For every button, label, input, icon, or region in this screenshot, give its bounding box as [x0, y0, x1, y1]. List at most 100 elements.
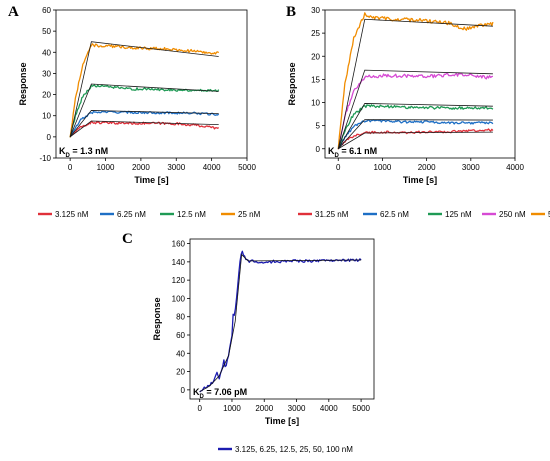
- y-axis-title: Response: [18, 62, 28, 105]
- y-tick-label: -10: [39, 154, 51, 163]
- y-tick-label: 50: [42, 27, 51, 36]
- x-tick-label: 3000: [462, 163, 480, 172]
- x-tick-label: 0: [197, 404, 202, 413]
- kd-main: K: [193, 387, 200, 397]
- kd-main: K: [59, 146, 66, 156]
- y-tick-label: 0: [316, 145, 321, 154]
- y-tick-label: 20: [42, 91, 51, 100]
- plot-area: [199, 250, 362, 393]
- series-line-4: [337, 72, 494, 150]
- legend-item: 25 nM: [221, 210, 261, 219]
- series-line-2: [69, 110, 220, 138]
- legend-label: 62.5 nM: [380, 210, 409, 219]
- series-line-4: [69, 43, 220, 138]
- panel-a-chart: A -10 0 10 20 30 40 50 60 0 1000 2000 3000 4000 5000 Ti…: [8, 4, 261, 219]
- y-tick-label: 25: [311, 29, 320, 38]
- y-axis-title: Response: [152, 297, 162, 340]
- legend-item: 3.125 nM: [38, 210, 89, 219]
- fit-line-1: [69, 120, 219, 138]
- y-tick-label: 30: [42, 69, 51, 78]
- y-tick-label: 40: [42, 48, 51, 57]
- plot-frame: [55, 9, 248, 159]
- legend-item: 125 nM: [428, 210, 472, 219]
- fit-line-4: [337, 69, 493, 149]
- x-tick-label: 3000: [288, 404, 306, 413]
- x-axis-title: Time [s]: [265, 416, 299, 426]
- x-tick-label: 0: [336, 163, 341, 172]
- kd-value: = 6.1 nM: [339, 146, 377, 156]
- fit-line-1: [199, 253, 362, 393]
- x-tick-label: 3000: [167, 163, 185, 172]
- y-tick-label: 10: [311, 99, 320, 108]
- kd-subscript: D: [200, 394, 205, 400]
- y-tick-label: 60: [42, 6, 51, 15]
- y-tick-label: 20: [311, 52, 320, 61]
- y-tick-label: 80: [176, 313, 185, 322]
- fit-line-4: [69, 41, 219, 137]
- series-line-3: [69, 84, 220, 138]
- panel-c-chart: C 0 20 40 60 80 100 120 140 160 0 1000 2000 3000 4000 5…: [122, 231, 375, 454]
- y-tick-label: 0: [47, 133, 52, 142]
- x-axis-title: Time [s]: [134, 175, 168, 185]
- plot-frame: [189, 238, 375, 400]
- series-line-5: [337, 12, 494, 150]
- y-tick-label: 140: [172, 258, 186, 267]
- x-tick-label: 4000: [320, 404, 338, 413]
- legend-item: 3.125, 6.25, 12.5, 25, 50, 100 nM: [218, 445, 353, 454]
- y-tick-label: 120: [172, 276, 186, 285]
- legend-label: 12.5 nM: [177, 210, 206, 219]
- x-tick-label: 1000: [374, 163, 392, 172]
- legend-label: 500 nM: [548, 210, 550, 219]
- y-axis-title: Response: [287, 62, 297, 105]
- y-tick-label: 30: [311, 6, 320, 15]
- legend-label: 250 nM: [499, 210, 526, 219]
- fit-line-1: [338, 131, 493, 150]
- legend-label: 3.125, 6.25, 12.5, 25, 50, 100 nM: [235, 445, 353, 454]
- kd-main: K: [328, 146, 335, 156]
- x-axis-title: Time [s]: [403, 175, 437, 185]
- y-tick-label: 160: [172, 240, 186, 249]
- legend-label: 25 nM: [238, 210, 261, 219]
- y-tick-label: 20: [176, 368, 185, 377]
- x-tick-label: 1000: [223, 404, 241, 413]
- legend-item: 12.5 nM: [160, 210, 206, 219]
- kd-subscript: D: [66, 153, 71, 159]
- fit-line-3: [337, 103, 493, 149]
- plot-frame: [324, 9, 516, 159]
- fit-line-3: [69, 83, 219, 138]
- series-line-2: [337, 119, 494, 150]
- legend-label: 125 nM: [445, 210, 472, 219]
- y-tick-label: 100: [172, 294, 186, 303]
- y-tick-label: 60: [176, 331, 185, 340]
- legend-label: 3.125 nM: [55, 210, 89, 219]
- kd-value: = 1.3 nM: [70, 146, 108, 156]
- legend-item: 6.25 nM: [100, 210, 146, 219]
- legend-item: 31.25 nM: [298, 210, 349, 219]
- kd-subscript: D: [335, 153, 340, 159]
- x-tick-label: 2000: [255, 404, 273, 413]
- fit-line-5: [337, 18, 493, 149]
- y-tick-label: 5: [316, 122, 321, 131]
- y-tick-label: 40: [176, 349, 185, 358]
- series-line-1: [69, 120, 220, 138]
- x-tick-label: 0: [68, 163, 73, 172]
- kd-annotation: KD = 7.06 pM: [193, 387, 247, 400]
- x-tick-label: 4000: [506, 163, 524, 172]
- plot-area: [337, 12, 494, 150]
- panel-label: A: [8, 4, 19, 20]
- series-line-3: [337, 104, 494, 150]
- y-tick-label: 0: [181, 386, 186, 395]
- legend-label: 6.25 nM: [117, 210, 146, 219]
- x-tick-label: 2000: [132, 163, 150, 172]
- x-tick-label: 2000: [418, 163, 436, 172]
- y-tick-label: 10: [42, 112, 51, 121]
- kd-value: = 7.06 pM: [204, 387, 247, 397]
- panel-label: C: [122, 231, 133, 247]
- panel-b-chart: B 0 5 10 15 20 25 30 0 1000 2000 3000 4000 Time [s] Re…: [286, 4, 550, 219]
- fit-line-2: [337, 119, 493, 150]
- x-tick-label: 5000: [352, 404, 370, 413]
- legend-item: 62.5 nM: [363, 210, 409, 219]
- plot-area: [69, 41, 220, 138]
- kd-annotation: KD = 6.1 nM: [328, 146, 377, 159]
- legend-label: 31.25 nM: [315, 210, 349, 219]
